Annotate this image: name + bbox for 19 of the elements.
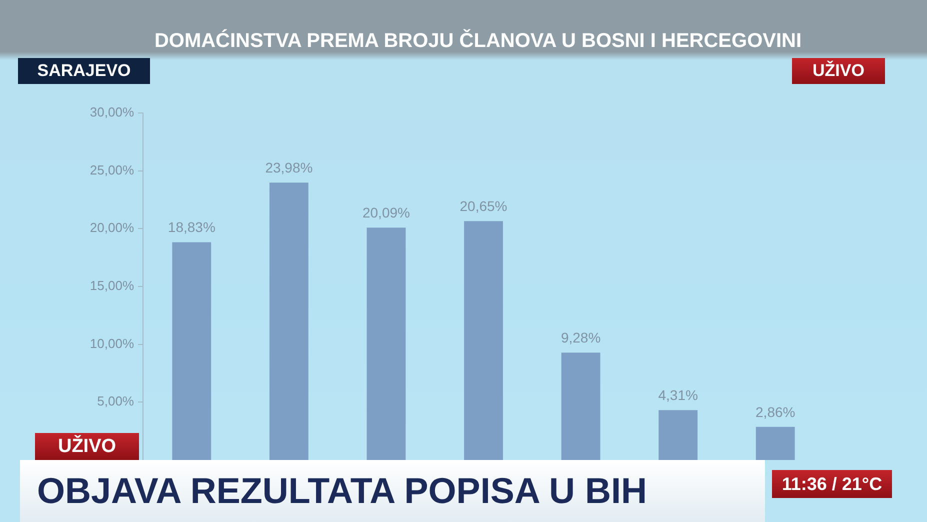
y-tick-label: 30,00% [90, 104, 134, 120]
badge: SARAJEVO [18, 58, 150, 84]
y-tick-label: 15,00% [90, 278, 134, 294]
badge: UŽIVO [35, 433, 139, 460]
banner: OBJAVA REZULTATA POPISA U BIH [20, 460, 765, 522]
y-tick-label: 25,00% [90, 162, 134, 178]
y-tick-label: 5,00% [97, 394, 134, 409]
badge: UŽIVO [792, 58, 885, 84]
y-tick-label: 20,00% [90, 220, 134, 236]
data-label: 2,86% [756, 404, 796, 420]
data-label: 4,31% [658, 387, 698, 404]
data-label: 20,09% [362, 204, 410, 220]
data-label: 20,65% [460, 198, 508, 214]
y-tick-label: 10,00% [90, 336, 134, 351]
data-label: 23,98% [265, 159, 313, 176]
data-label: 18,83% [168, 219, 216, 236]
data-label: 9,28% [560, 330, 601, 346]
chart-title: DOMAĆINSTVA PREMA BROJU ČLANOVA U BOSNI I HERCEGOVINI [153, 30, 803, 53]
badge: 11:36 / 21°C [772, 470, 892, 498]
